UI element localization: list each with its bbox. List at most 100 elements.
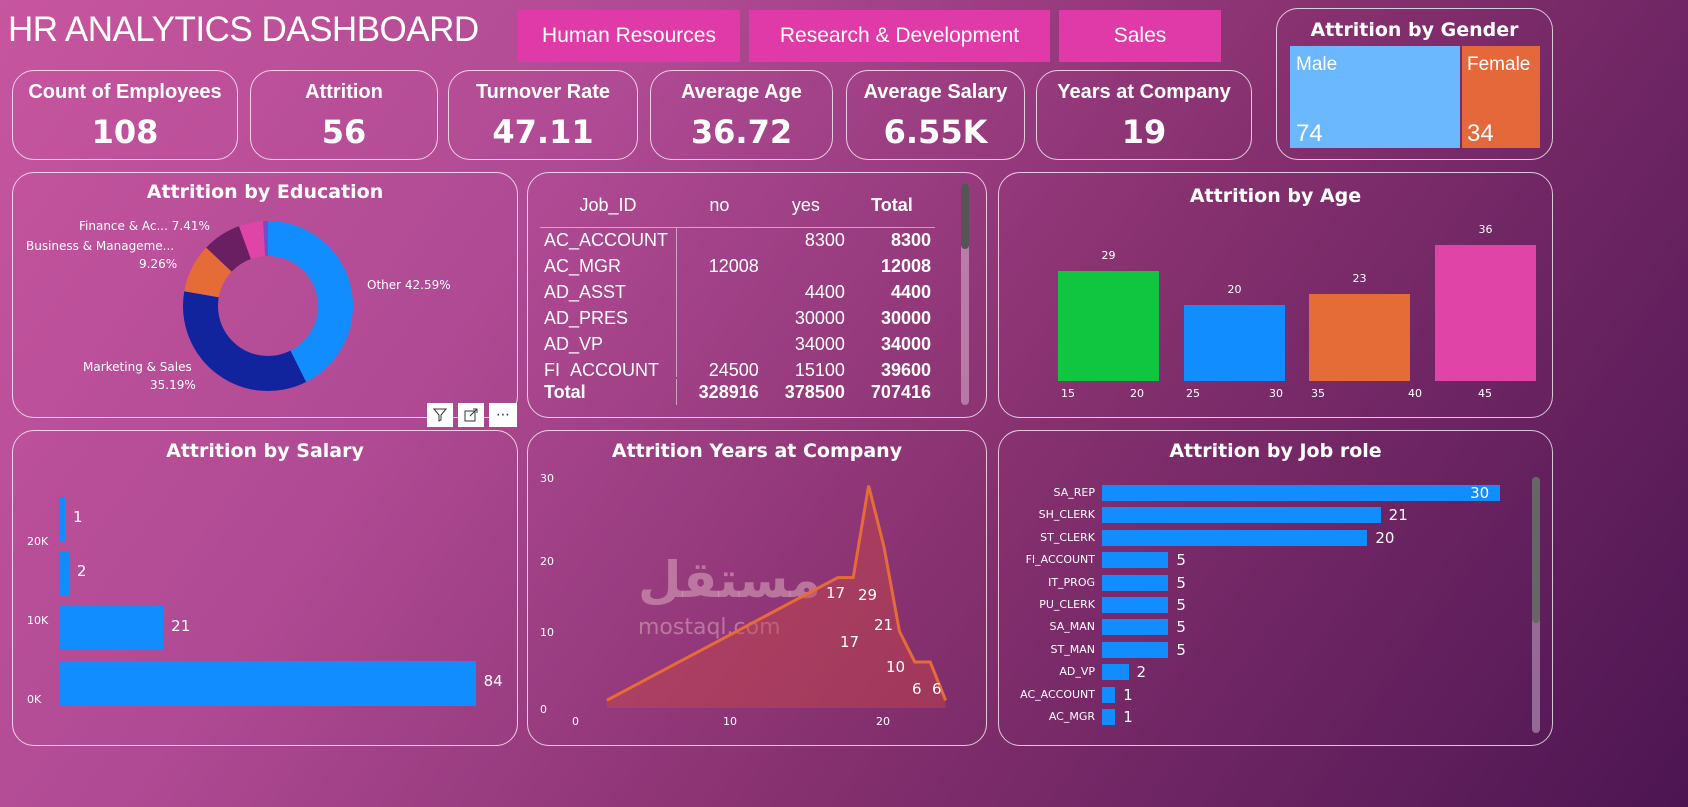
kpi-label: Average Salary [863, 81, 1008, 103]
treemap-male[interactable]: Male 74 [1290, 46, 1460, 148]
total-no: 328916 [698, 381, 759, 402]
kpi-value: 108 [91, 113, 159, 151]
salary-bar[interactable] [59, 661, 476, 706]
kpi-card: Years at Company 19 [1036, 70, 1252, 160]
donut-slice[interactable] [238, 221, 266, 260]
jobrole-bar[interactable] [1102, 709, 1116, 725]
gender-title: Attrition by Gender [1310, 19, 1519, 41]
kpi-value: 36.72 [690, 113, 793, 151]
table-row[interactable]: AD_ASST 4400 4400 [540, 279, 935, 305]
age-data-label: 23 [1352, 272, 1367, 286]
label-marketing-pct: 35.19% [150, 378, 196, 392]
kpi-card: Attrition 56 [250, 70, 438, 160]
filter-icon[interactable] [427, 403, 453, 427]
table-cell: 4400 [804, 281, 845, 302]
kpi-card: Count of Employees 108 [12, 70, 238, 160]
female-label: Female [1467, 54, 1531, 75]
years-y-tick: 10 [540, 626, 554, 639]
table-scroll-thumb[interactable] [961, 183, 969, 249]
table-cell [676, 305, 763, 331]
table-cell [676, 331, 763, 357]
salary-bar[interactable] [59, 551, 69, 595]
donut-slice[interactable] [263, 221, 268, 257]
kpi-value: 56 [321, 113, 367, 151]
salary-title: Attrition by Salary [166, 440, 364, 462]
label-business: Business & Manageme... [26, 239, 175, 253]
years-area-fill [606, 485, 946, 708]
jobrole-bar[interactable] [1102, 619, 1169, 636]
col-job-id[interactable]: Job_ID [579, 195, 637, 216]
donut-slice[interactable] [183, 291, 307, 391]
salary-data-label: 1 [73, 508, 83, 526]
more-options-icon[interactable]: ⋯ [489, 403, 517, 427]
table-cell: AC_ACCOUNT [540, 227, 677, 253]
donut-slice[interactable] [206, 226, 251, 272]
years-y-tick: 0 [540, 703, 547, 716]
slicer-human-resources[interactable]: Human Resources [518, 10, 740, 62]
donut-slice[interactable] [184, 247, 232, 298]
years-area-chart [606, 485, 947, 708]
table-row[interactable]: AD_VP 34000 34000 [540, 331, 935, 357]
col-no[interactable]: no [709, 195, 730, 216]
years-data-label: 6 [912, 680, 922, 698]
table-cell: AD_VP [540, 331, 677, 357]
years-x-tick: 10 [723, 715, 737, 728]
jobrole-bar[interactable] [1102, 664, 1129, 681]
kpi-card: Average Age 36.72 [650, 70, 833, 160]
slicer-research-development[interactable]: Research & Development [749, 10, 1050, 62]
kpi-card: Turnover Rate 47.11 [448, 70, 638, 160]
years-data-label: 29 [858, 586, 878, 604]
kpi-label: Count of Employees [28, 81, 222, 103]
kpi-label: Years at Company [1057, 81, 1231, 103]
jobrole-bar[interactable] [1102, 597, 1169, 613]
table-scrollbar[interactable] [961, 183, 969, 405]
male-value: 74 [1296, 120, 1323, 147]
years-title: Attrition Years at Company [611, 440, 903, 462]
gender-card: Attrition by Gender Male 74 Female 34 [1276, 8, 1553, 160]
salary-data-label: 2 [76, 562, 87, 580]
jobrole-bar[interactable] [1102, 552, 1169, 569]
age-data-label: 20 [1227, 283, 1242, 297]
jobrole-y-label: IT_PROG [1048, 575, 1095, 589]
treemap-female[interactable]: Female 34 [1462, 46, 1540, 148]
education-card: Attrition by Education Finance & Ac... 7… [12, 172, 518, 418]
table-cell: 30000 [794, 307, 845, 328]
jobrole-scroll-thumb[interactable] [1532, 477, 1540, 623]
donut-slice[interactable] [268, 221, 354, 382]
salary-bar[interactable] [59, 497, 65, 541]
jobrole-bar[interactable] [1102, 485, 1501, 501]
label-business-pct: 9.26% [139, 257, 178, 271]
years-data-label: 21 [874, 616, 894, 634]
table-row[interactable]: AD_PRES 30000 30000 [540, 305, 935, 331]
education-title: Attrition by Education [146, 181, 384, 203]
table-row[interactable]: AC_ACCOUNT 8300 8300 [540, 227, 935, 253]
table-cell: 12008 [708, 255, 759, 276]
age-bar[interactable] [1184, 305, 1285, 381]
table-cell: 4400 [890, 281, 931, 302]
table-row[interactable]: FI_ACCOUNT 24500 15100 39600 [540, 357, 935, 377]
jobrole-bar[interactable] [1102, 686, 1116, 703]
age-bar[interactable] [1435, 244, 1536, 381]
jobrole-bar[interactable] [1102, 641, 1169, 658]
jobrole-scrollbar[interactable] [1532, 477, 1540, 733]
salary-y-tick: 10K [27, 614, 49, 627]
age-title: Attrition by Age [1189, 185, 1362, 207]
jobrole-bar[interactable] [1102, 507, 1381, 524]
slicer-sales[interactable]: Sales [1059, 10, 1221, 62]
salary-bar[interactable] [59, 606, 164, 650]
focus-mode-icon[interactable] [458, 403, 484, 427]
kpi-label: Turnover Rate [475, 81, 611, 103]
age-x-tick: 20 [1130, 387, 1144, 400]
age-bar[interactable] [1309, 294, 1410, 381]
salary-y-tick: 20K [27, 535, 49, 548]
age-bar[interactable] [1058, 271, 1159, 381]
age-data-label: 29 [1101, 249, 1116, 263]
col-total[interactable]: Total [871, 195, 913, 216]
jobrole-bar[interactable] [1102, 574, 1169, 591]
col-yes[interactable]: yes [791, 195, 820, 216]
years-line[interactable] [606, 485, 947, 702]
jobrole-bar[interactable] [1102, 529, 1368, 546]
table-cell: AD_ASST [540, 279, 677, 305]
table-row[interactable]: AC_MGR 12008 12008 [540, 253, 935, 279]
jobrole-data-label: 5 [1176, 551, 1186, 570]
